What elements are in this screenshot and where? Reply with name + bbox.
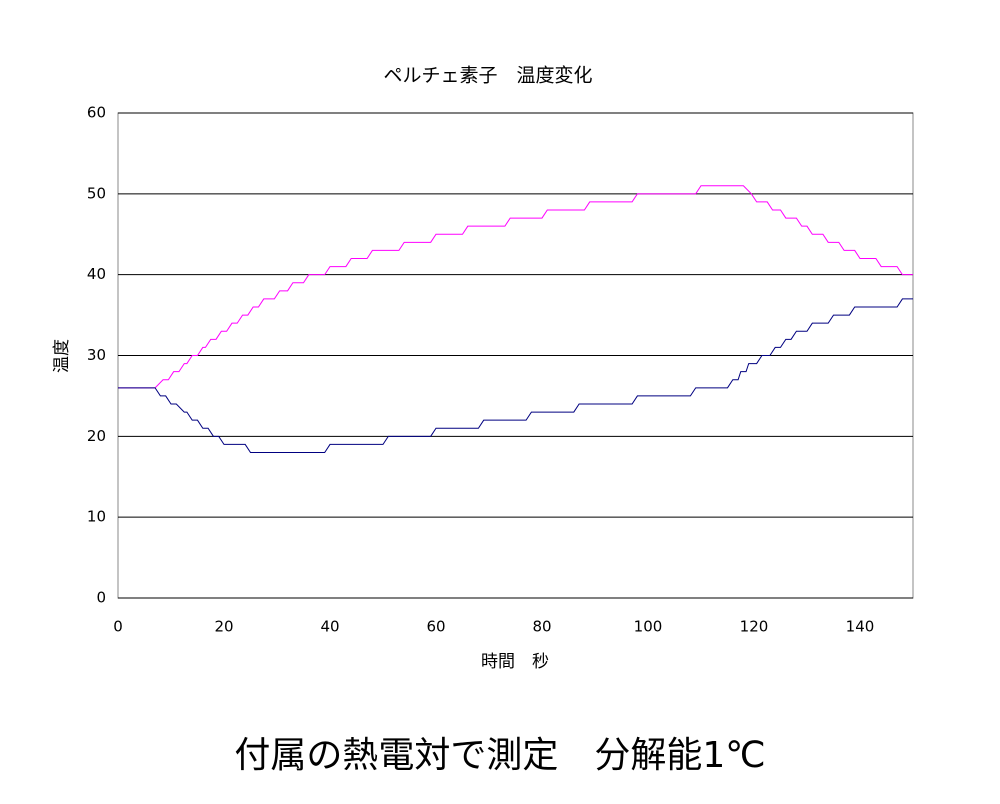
- y-axis-label: 温度: [52, 339, 72, 373]
- y-tick-label: 0: [96, 589, 106, 607]
- x-tick-label: 60: [426, 618, 445, 636]
- x-tick-label: 120: [740, 618, 769, 636]
- data-line: [118, 185, 913, 389]
- y-tick-label: 10: [87, 508, 106, 526]
- x-axis-label: 時間 秒: [481, 652, 549, 672]
- y-tick-label: 30: [87, 346, 106, 364]
- x-tick-label: 140: [846, 618, 875, 636]
- x-tick-label: 0: [113, 618, 123, 636]
- x-tick-label: 20: [214, 618, 233, 636]
- x-tick-label: 100: [634, 618, 663, 636]
- x-tick-label: 40: [320, 618, 339, 636]
- y-tick-label: 20: [87, 427, 106, 445]
- y-tick-label: 60: [87, 104, 106, 122]
- x-tick-label: 80: [532, 618, 551, 636]
- y-tick-label: 50: [87, 184, 106, 202]
- y-tick-label: 40: [87, 265, 106, 283]
- data-line: [118, 298, 913, 453]
- annotation: 付属の熱電対で測定 分解能1℃: [234, 735, 765, 776]
- chart-title: ペルチェ素子 温度変化: [383, 65, 592, 87]
